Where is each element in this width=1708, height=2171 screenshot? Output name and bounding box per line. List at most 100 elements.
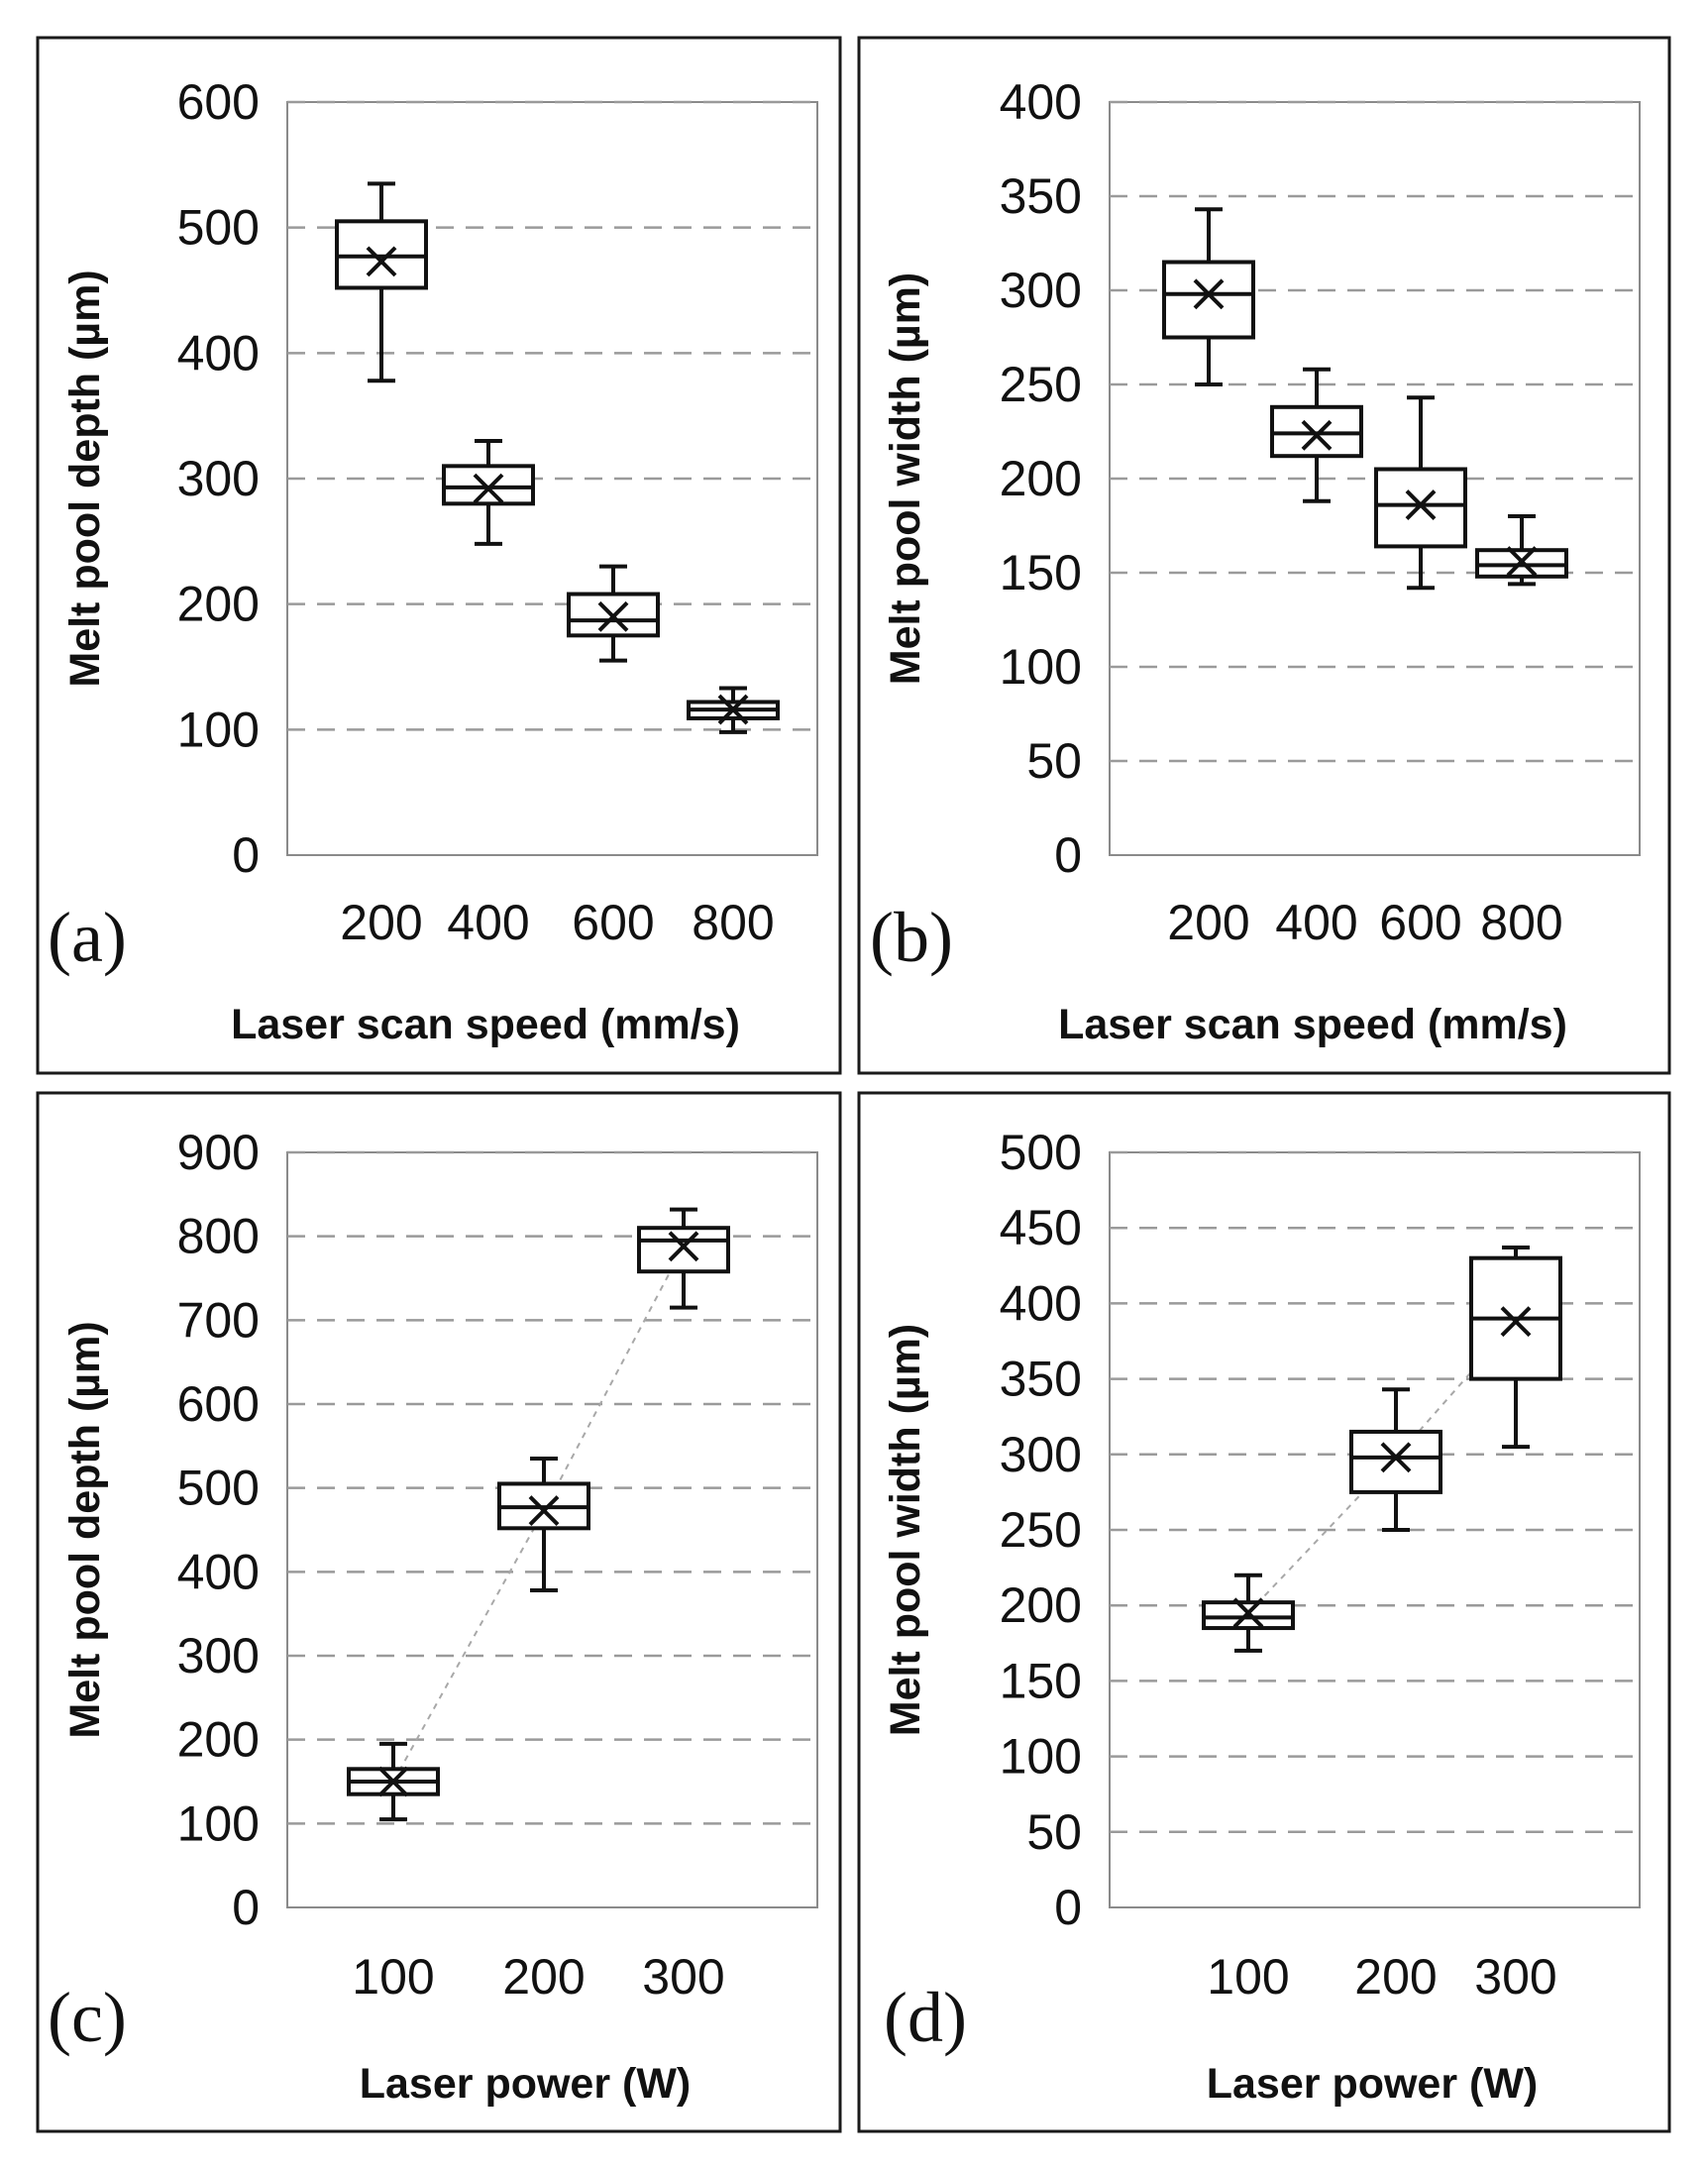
panel-d: 0 50 100 150 200 250 300 350 400 450 500 100 200 300… (857, 1091, 1671, 2133)
y-tick-label: 250 (1000, 1502, 1082, 1558)
y-tick-label: 0 (232, 827, 260, 883)
box-plot-600 (1374, 395, 1467, 591)
y-tick-label: 250 (1000, 357, 1082, 412)
y-tick-label: 450 (1000, 1200, 1082, 1255)
y-tick-label: 800 (177, 1209, 260, 1264)
box-plot-200 (335, 181, 428, 383)
y-tick-label: 600 (177, 74, 260, 130)
box-plot-800 (687, 686, 780, 734)
y-tick-label: 300 (177, 1628, 260, 1683)
y-tick-label: 150 (1000, 1653, 1082, 1708)
box-plot-300 (1469, 1246, 1562, 1450)
y-tick-label: 900 (177, 1125, 260, 1180)
box-plot-300 (637, 1207, 730, 1310)
panel-a-letter: (a) (48, 898, 127, 977)
y-tick-label: 100 (177, 1795, 260, 1851)
iqr-box (1162, 260, 1255, 340)
y-tick-label: 400 (177, 325, 260, 380)
y-tick-label: 700 (177, 1292, 260, 1348)
panel-c-y-axis-title: Melt pool depth (µm) (61, 1321, 109, 1738)
panel-d-letter: (d) (884, 1978, 967, 2057)
iqr-box (637, 1226, 730, 1274)
y-tick-label: 50 (1026, 1804, 1082, 1860)
mean-marker (377, 1766, 409, 1797)
mean-marker (1232, 1597, 1264, 1629)
panel-b-letter: (b) (870, 898, 953, 977)
y-tick-label: 350 (1000, 1352, 1082, 1407)
panel-c-plot-area (286, 1151, 818, 1908)
box-plot-800 (1475, 514, 1568, 587)
mean-marker (366, 246, 397, 277)
panel-a: 0 100 200 300 400 500 600 200 400 600 800 Melt po… (36, 36, 842, 1075)
panel-d-y-axis-title: Melt pool width (µm) (882, 1324, 929, 1736)
y-tick-label: 100 (1000, 639, 1082, 695)
panel-c-y-tick-labels: 0 100 200 300 400 500 600 700 800 900 (177, 1125, 260, 1935)
x-tick-label: 200 (502, 1949, 585, 2005)
panel-c-boxes (347, 1207, 730, 1822)
y-tick-label: 200 (177, 1712, 260, 1768)
x-tick-label: 400 (1275, 895, 1357, 950)
panel-a-y-axis-title: Melt pool depth (µm) (61, 270, 109, 687)
box-plot-200 (497, 1457, 590, 1592)
x-tick-label: 200 (340, 895, 422, 950)
x-tick-label: 100 (352, 1949, 434, 2005)
box-plot-100 (347, 1741, 440, 1822)
panel-b-y-tick-labels: 0 50 100 150 200 250 300 350 400 (1000, 74, 1082, 883)
mean-marker (1301, 419, 1333, 451)
y-tick-label: 400 (1000, 1275, 1082, 1331)
mean-marker (473, 473, 504, 504)
y-tick-label: 0 (1054, 1880, 1082, 1935)
y-tick-label: 500 (177, 200, 260, 256)
x-tick-label: 800 (1480, 895, 1562, 950)
y-tick-label: 400 (177, 1544, 260, 1599)
y-tick-label: 50 (1026, 733, 1082, 789)
y-tick-label: 100 (177, 702, 260, 757)
panel-b-frame (857, 36, 1671, 1075)
mean-marker (597, 600, 629, 632)
mean-marker (717, 694, 749, 725)
box-plot-600 (567, 564, 660, 663)
y-tick-label: 500 (1000, 1125, 1082, 1180)
panel-c-x-axis-title: Laser power (W) (360, 2060, 692, 2108)
panel-b-boxes (1162, 207, 1568, 591)
y-tick-label: 600 (177, 1376, 260, 1432)
mean-marker (668, 1231, 699, 1262)
panel-d-x-axis-title: Laser power (W) (1207, 2060, 1539, 2108)
panel-b: 0 50 100 150 200 250 300 350 400 200 400 600 800 Me… (857, 36, 1671, 1075)
mean-marker (1380, 1442, 1412, 1473)
y-tick-label: 300 (1000, 263, 1082, 318)
x-tick-label: 600 (1379, 895, 1461, 950)
iqr-box (442, 464, 535, 506)
x-tick-label: 300 (1474, 1949, 1556, 2005)
mean-marker (1193, 278, 1225, 310)
panel-c-letter: (c) (48, 1978, 127, 2057)
y-tick-label: 300 (1000, 1427, 1082, 1482)
y-tick-label: 300 (177, 451, 260, 506)
box-plot-400 (442, 439, 535, 546)
x-tick-label: 300 (642, 1949, 724, 2005)
y-tick-label: 150 (1000, 545, 1082, 600)
panel-a-gridlines (287, 100, 817, 731)
y-tick-label: 500 (177, 1461, 260, 1516)
panel-d-y-tick-labels: 0 50 100 150 200 250 300 350 400 450 500 (1000, 1125, 1082, 1935)
iqr-box (1349, 1429, 1442, 1494)
box-plot-200 (1162, 207, 1255, 386)
panel-a-x-tick-labels: 200 400 600 800 (340, 895, 774, 950)
mean-marker (1500, 1306, 1532, 1338)
x-tick-label: 200 (1354, 1949, 1437, 2005)
x-tick-label: 800 (692, 895, 774, 950)
panel-c-x-tick-labels: 100 200 300 (352, 1949, 724, 2005)
x-tick-label: 200 (1167, 895, 1249, 950)
panel-b-y-axis-title: Melt pool width (µm) (882, 272, 929, 685)
panel-a-x-axis-title: Laser scan speed (mm/s) (231, 1001, 740, 1048)
y-tick-label: 400 (1000, 74, 1082, 130)
x-tick-label: 100 (1207, 1949, 1289, 2005)
panel-a-frame (36, 36, 842, 1075)
y-tick-label: 100 (1000, 1729, 1082, 1785)
panel-a-y-tick-labels: 0 100 200 300 400 500 600 (177, 74, 260, 883)
box-plot-200 (1349, 1387, 1442, 1532)
box-plot-400 (1270, 367, 1363, 503)
mean-marker (1405, 489, 1437, 521)
panel-c: 0 100 200 300 400 500 600 700 800 900 100 200 300 M… (36, 1091, 842, 2133)
panel-c-frame (36, 1091, 842, 2133)
